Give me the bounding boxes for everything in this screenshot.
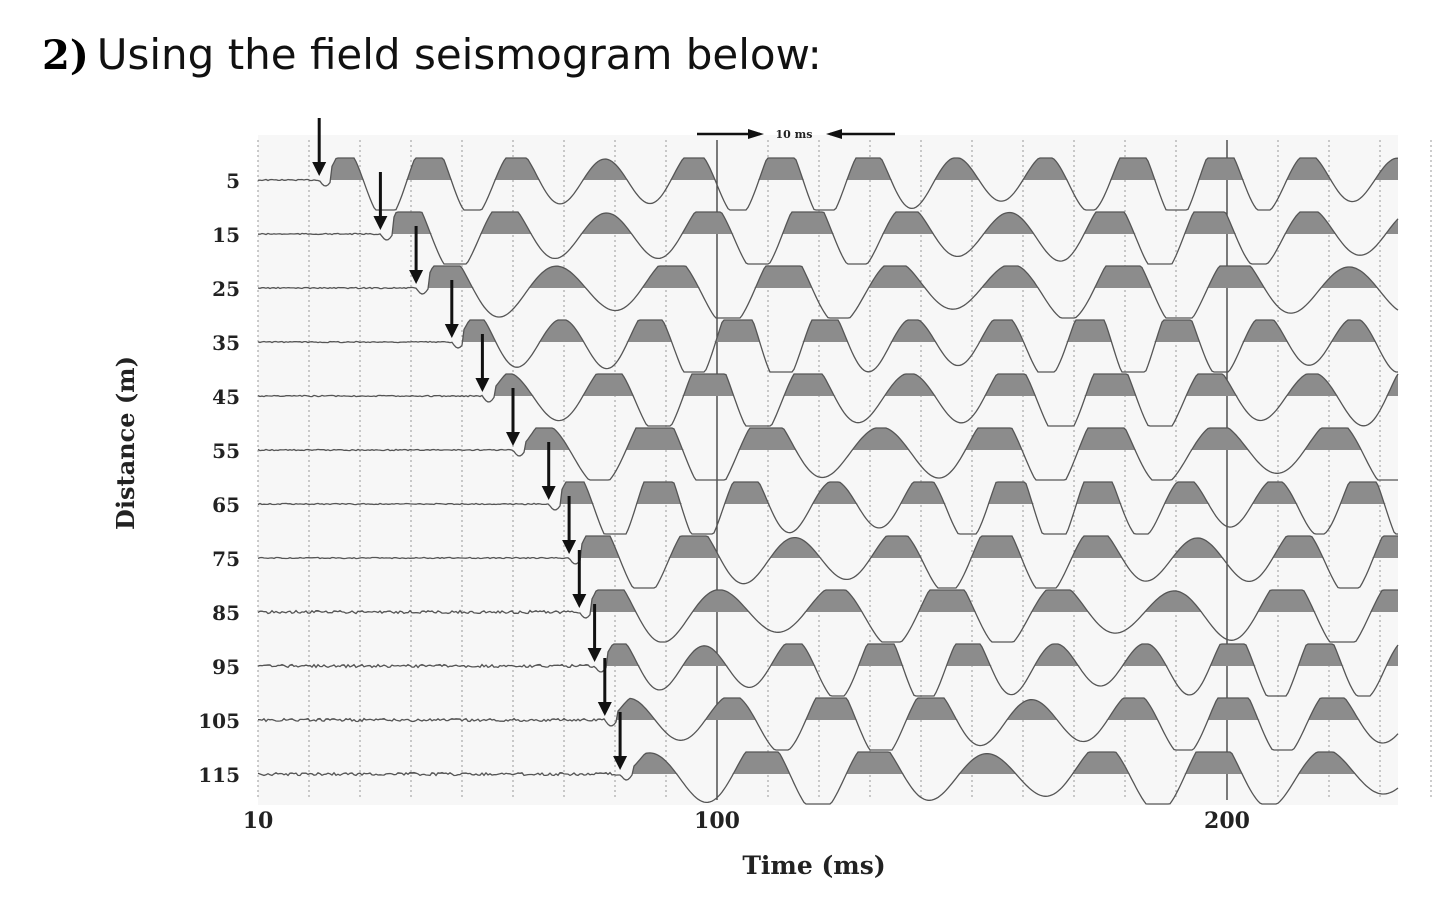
question-heading: 2) Using the field seismogram below: xyxy=(42,30,822,79)
distance-label-85: 85 xyxy=(212,601,240,625)
distance-label-5: 5 xyxy=(226,169,240,193)
arrowhead-115m xyxy=(613,756,628,770)
question-number: 2) xyxy=(42,32,89,79)
trace-95m xyxy=(257,643,1399,697)
distance-label-105: 105 xyxy=(198,709,240,733)
trace-45m xyxy=(257,373,1399,427)
trace-25m xyxy=(257,265,1399,319)
trace-15m xyxy=(257,211,1399,265)
trace-fill-85m xyxy=(258,590,1398,612)
time-tick-labels: 10 100 200 xyxy=(243,808,1250,834)
distance-label-25: 25 xyxy=(212,277,240,301)
y-axis-label: Distance (m) xyxy=(111,356,140,530)
trace-55m xyxy=(257,427,1398,481)
distance-label-115: 115 xyxy=(198,763,240,787)
distance-label-15: 15 xyxy=(212,223,240,247)
arrowhead-65m xyxy=(541,486,556,500)
trace-115m xyxy=(257,751,1399,805)
trace-fill-75m xyxy=(258,536,1398,558)
trace-105m xyxy=(258,697,1399,751)
trace-5m xyxy=(257,157,1399,211)
trace-fill-35m xyxy=(258,320,1398,342)
trace-85m xyxy=(257,589,1398,643)
time-label-100: 100 xyxy=(694,808,740,834)
first-arrival-arrows xyxy=(312,118,628,770)
arrowhead-35m xyxy=(444,324,459,338)
trace-65m xyxy=(257,481,1398,535)
trace-75m xyxy=(257,535,1398,589)
distance-label-35: 35 xyxy=(212,331,240,355)
distance-label-95: 95 xyxy=(212,655,240,679)
arrowhead-5m xyxy=(312,162,327,176)
scale-bar-label: 10 ms xyxy=(776,128,813,141)
x-axis-label: Time (ms) xyxy=(742,851,885,880)
grid-lines xyxy=(257,140,1432,800)
seismic-traces xyxy=(257,157,1399,805)
arrowhead-95m xyxy=(587,648,602,662)
trace-fill-115m xyxy=(258,752,1398,774)
time-label-10: 10 xyxy=(243,808,274,834)
trace-fill-105m xyxy=(258,698,1398,720)
arrowhead-55m xyxy=(506,432,520,446)
distance-label-75: 75 xyxy=(212,547,240,571)
trace-35m xyxy=(257,319,1398,373)
trace-fill-25m xyxy=(258,266,1398,288)
scale-bar: 10 ms xyxy=(697,128,895,141)
arrowhead-85m xyxy=(572,594,587,608)
arrowhead-25m xyxy=(409,270,424,284)
distance-label-45: 45 xyxy=(212,385,240,409)
distance-label-55: 55 xyxy=(212,439,240,463)
trace-fill-55m xyxy=(258,428,1398,450)
scale-bar-right-arrowhead xyxy=(826,129,842,139)
arrowhead-15m xyxy=(373,216,388,230)
distance-tick-labels: 5 15 25 35 45 55 65 75 85 95 105 115 xyxy=(198,169,240,787)
trace-fill-65m xyxy=(258,482,1398,504)
distance-label-65: 65 xyxy=(212,493,240,517)
arrowhead-105m xyxy=(597,702,612,716)
scale-bar-left-arrowhead xyxy=(748,129,764,139)
arrowhead-45m xyxy=(475,378,490,392)
arrowhead-75m xyxy=(562,540,577,554)
question-text: Using the field seismogram below: xyxy=(96,30,822,79)
time-label-200: 200 xyxy=(1204,808,1250,834)
